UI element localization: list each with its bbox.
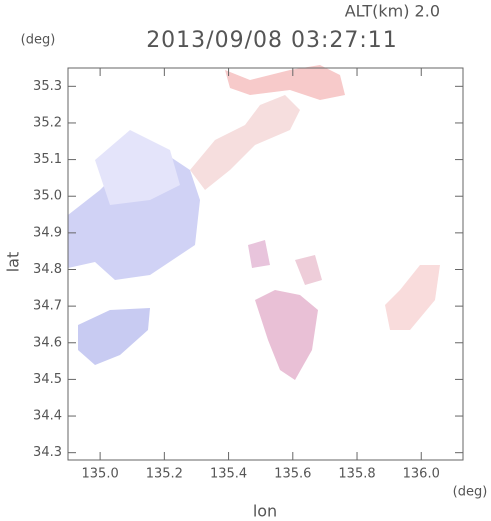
y-tick-label: 34.6 bbox=[33, 335, 62, 350]
y-tick-label: 35.0 bbox=[33, 189, 62, 204]
chart-title: 2013/09/08 03:27:11 bbox=[146, 28, 398, 53]
x-axis-label: lon bbox=[253, 502, 277, 521]
y-tick-label: 34.4 bbox=[33, 409, 62, 424]
echo-blob bbox=[295, 255, 322, 285]
x-tick-label: 136.0 bbox=[403, 467, 440, 482]
y-tick-label: 35.3 bbox=[33, 79, 62, 94]
y-axis-label: lat bbox=[4, 252, 23, 273]
x-tick-label: 135.0 bbox=[82, 467, 119, 482]
y-tick-label: 34.7 bbox=[33, 299, 62, 314]
y-tick-label: 34.8 bbox=[33, 262, 62, 277]
x-tick-label: 135.2 bbox=[146, 467, 183, 482]
echo-field bbox=[68, 65, 440, 380]
echo-blob bbox=[190, 95, 300, 190]
subtitle: ALT(km) 2.0 bbox=[345, 2, 440, 21]
y-unit: (deg) bbox=[21, 33, 56, 48]
x-tick-label: 135.4 bbox=[210, 467, 247, 482]
y-tick-label: 35.1 bbox=[33, 152, 62, 167]
plot-frame bbox=[67, 67, 464, 461]
echo-blob bbox=[95, 130, 180, 205]
x-tick-label: 135.8 bbox=[338, 467, 375, 482]
echo-blob bbox=[225, 65, 345, 100]
y-tick-label: 34.9 bbox=[33, 225, 62, 240]
echo-blob bbox=[255, 290, 318, 380]
echo-blob bbox=[248, 240, 270, 268]
x-unit: (deg) bbox=[453, 485, 488, 500]
y-tick-label: 34.5 bbox=[33, 372, 62, 387]
echo-blob bbox=[385, 265, 440, 330]
x-tick-label: 135.6 bbox=[274, 467, 311, 482]
y-tick-label: 35.2 bbox=[33, 115, 62, 130]
y-tick-label: 34.3 bbox=[33, 445, 62, 460]
echo-blob bbox=[78, 308, 150, 365]
